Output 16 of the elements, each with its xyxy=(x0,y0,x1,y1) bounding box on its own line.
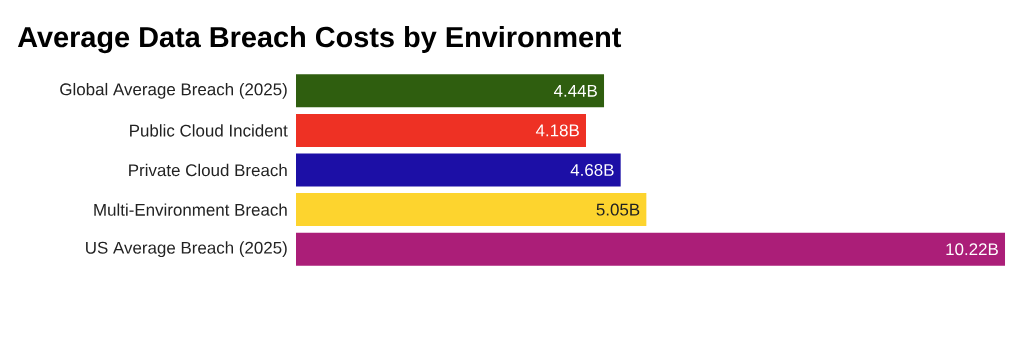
y-tick-label: Multi-Environment Breach xyxy=(94,203,287,216)
data-label: 4.68B xyxy=(570,164,614,176)
bar xyxy=(296,74,605,108)
bar xyxy=(296,193,647,227)
y-tick-label: Public Cloud Incident xyxy=(130,124,288,137)
bar xyxy=(296,113,586,147)
y-tick-label: US Average Breach (2025) xyxy=(86,241,287,258)
y-tick-label: Private Cloud Breach xyxy=(129,163,287,177)
data-label: 4.18B xyxy=(535,124,579,137)
data-label: 4.44B xyxy=(553,84,597,97)
y-tick-label: Global Average Breach (2025) xyxy=(60,82,287,99)
data-label: 10.22B xyxy=(946,243,998,256)
chart-title: Average Data Breach Costs by Environment xyxy=(17,26,622,54)
bar xyxy=(296,153,621,187)
data-label: 5.05B xyxy=(596,203,640,216)
bar xyxy=(296,232,1006,266)
